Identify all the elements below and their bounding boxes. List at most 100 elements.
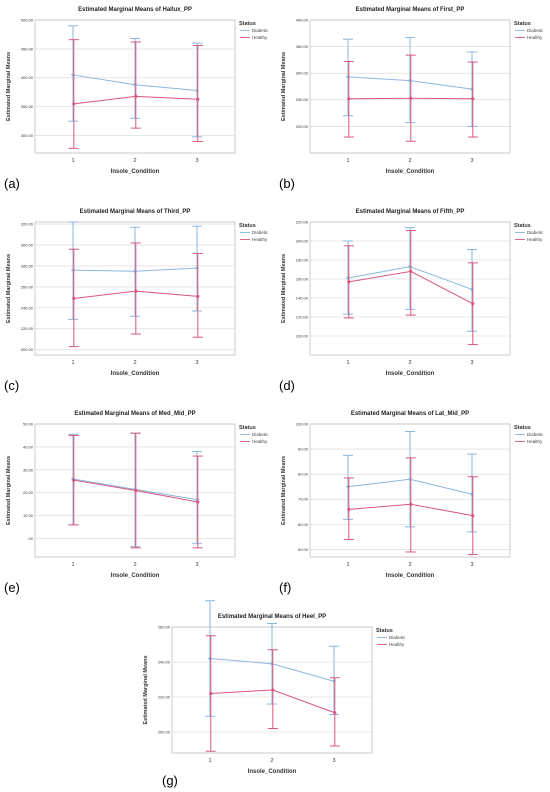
y-tick-label: 240.00 <box>158 659 171 664</box>
x-tick-label: 2 <box>408 360 411 366</box>
y-tick-label: 120.00 <box>296 314 309 319</box>
y-tick-label: 180.00 <box>296 257 309 262</box>
y-axis-label: Estimated Marginal Means <box>143 655 149 724</box>
y-tick-label: 320.00 <box>21 221 34 226</box>
data-point <box>72 296 76 301</box>
y-axis-label: Estimated Marginal Means <box>281 52 287 121</box>
legend-item-diabetic: Diabetic <box>527 230 544 235</box>
panel-label: (f) <box>279 580 291 595</box>
legend-title: Status <box>376 628 393 634</box>
data-point <box>72 478 76 482</box>
panel-label: (c) <box>4 378 19 393</box>
panel-label: (g) <box>162 773 178 788</box>
data-point <box>471 97 475 101</box>
x-axis-label: Insole_Condition <box>386 169 435 175</box>
x-axis-label: Insole_Condition <box>248 769 297 775</box>
plot-frame <box>34 221 236 356</box>
y-tick-label: 90.00 <box>298 446 309 451</box>
data-point <box>196 97 200 101</box>
legend-item-diabetic: Diabetic <box>252 432 269 437</box>
chart-c: Estimated Marginal Means of Third_PP 200.… <box>4 209 269 393</box>
chart-title: Estimated Marginal Means of Lat_Mid_PP <box>351 411 469 417</box>
legend-item-healthy: Healthy <box>527 237 543 242</box>
y-tick-label: 200.00 <box>21 347 34 352</box>
legend-title: Status <box>239 21 256 27</box>
data-point <box>196 294 200 298</box>
y-tick-label: 10.00 <box>23 513 34 518</box>
x-tick-label: 3 <box>470 562 473 568</box>
legend-item-healthy: Healthy <box>252 35 268 40</box>
panel-label: (a) <box>4 176 20 191</box>
y-tick-label: 220.00 <box>158 694 171 699</box>
y-tick-label: 80.00 <box>298 472 309 477</box>
data-point <box>409 502 413 506</box>
data-point <box>196 500 200 504</box>
legend-item-diabetic: Diabetic <box>527 28 544 33</box>
x-tick-label: 3 <box>332 758 335 764</box>
y-tick-label: 300.00 <box>21 242 34 247</box>
legend-title: Status <box>514 223 531 229</box>
x-tick-label: 3 <box>470 158 473 164</box>
x-tick-label: 3 <box>195 562 198 568</box>
y-tick-label: .00 <box>27 536 33 541</box>
y-tick-label: 100.00 <box>296 421 309 426</box>
x-tick-label: 2 <box>133 360 136 366</box>
data-point <box>409 96 413 100</box>
panel-label: (d) <box>279 378 295 393</box>
x-tick-label: 1 <box>71 158 74 164</box>
y-tick-label: 350.00 <box>296 44 309 49</box>
y-tick-label: 280.00 <box>21 263 34 268</box>
data-point <box>471 302 475 306</box>
plot-frame <box>309 19 511 154</box>
y-tick-label: 300.00 <box>21 133 34 138</box>
y-axis-label: Estimated Marginal Means <box>281 254 287 323</box>
legend-item-diabetic: Diabetic <box>252 28 269 33</box>
legend-item-healthy: Healthy <box>252 237 268 242</box>
x-axis-label: Insole_Condition <box>111 573 160 579</box>
chart-title: Estimated Marginal Means of Hallux_PP <box>78 7 192 13</box>
x-tick-label: 2 <box>408 562 411 568</box>
chart-title: Estimated Marginal Means of Heel_PP <box>218 614 326 620</box>
y-axis-label: Estimated Marginal Means <box>6 254 12 323</box>
y-tick-label: 250.00 <box>296 97 309 102</box>
data-point <box>134 289 138 293</box>
x-tick-label: 1 <box>346 360 349 366</box>
data-point <box>471 513 475 518</box>
y-tick-label: 70.00 <box>298 497 309 502</box>
data-point <box>209 691 213 696</box>
y-tick-label: 200.00 <box>158 729 171 734</box>
x-axis-label: Insole_Condition <box>111 371 160 377</box>
y-tick-label: 50.00 <box>298 547 309 552</box>
x-tick-label: 3 <box>195 158 198 164</box>
y-tick-label: 100.00 <box>296 333 309 338</box>
legend-title: Status <box>514 425 531 431</box>
x-tick-label: 3 <box>195 360 198 366</box>
data-point <box>333 711 337 715</box>
data-point <box>72 102 76 106</box>
y-tick-label: 140.00 <box>296 295 309 300</box>
plot-frame <box>34 19 236 154</box>
x-tick-label: 1 <box>346 562 349 568</box>
data-point <box>409 269 413 273</box>
legend-item-healthy: Healthy <box>252 439 268 444</box>
chart-a: Estimated Marginal Means of Hallux_PP 300… <box>4 7 269 191</box>
legend-item-healthy: Healthy <box>527 35 543 40</box>
panel-label: (e) <box>4 580 20 595</box>
x-tick-label: 1 <box>71 562 74 568</box>
y-axis-label: Estimated Marginal Means <box>6 456 12 525</box>
chart-d: Estimated Marginal Means of Fifth_PP 100.… <box>279 209 544 393</box>
legend-title: Status <box>239 425 256 431</box>
y-axis-label: Estimated Marginal Means <box>281 456 287 525</box>
plot-frame <box>309 221 511 356</box>
y-tick-label: 220.00 <box>296 219 309 224</box>
x-tick-label: 2 <box>408 158 411 164</box>
x-tick-label: 1 <box>71 360 74 366</box>
x-axis-label: Insole_Condition <box>386 371 435 377</box>
legend-item-diabetic: Diabetic <box>389 635 406 640</box>
x-tick-label: 1 <box>208 758 211 764</box>
data-point <box>347 97 351 101</box>
data-point <box>347 280 351 284</box>
legend-title: Status <box>239 223 256 229</box>
data-point <box>134 488 138 493</box>
chart-title: Estimated Marginal Means of Third_PP <box>80 209 191 215</box>
